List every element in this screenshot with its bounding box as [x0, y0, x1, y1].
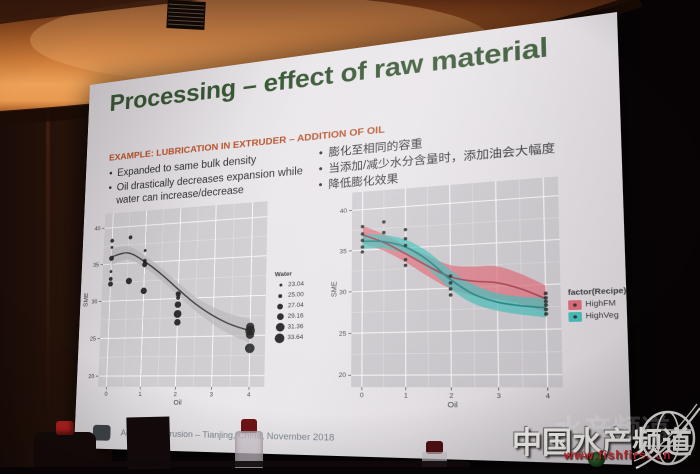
- legend-size-dot: [279, 284, 282, 287]
- svg-text:40: 40: [95, 226, 101, 233]
- svg-text:30: 30: [339, 289, 347, 297]
- svg-text:40: 40: [340, 208, 347, 216]
- svg-text:0: 0: [360, 392, 364, 400]
- vent-grille-icon: [166, 0, 205, 30]
- legend-item: HighVeg: [568, 309, 638, 323]
- svg-text:25: 25: [339, 330, 347, 338]
- line-chart-oil-sme-recipe: 20 25 30 35 40 0 1 2 3 4 Oil SME: [328, 168, 566, 416]
- legend-title: Water: [275, 270, 316, 279]
- legend-size-dot: [277, 303, 283, 309]
- table-edge-silhouette: [90, 461, 470, 467]
- svg-text:25: 25: [90, 336, 96, 343]
- svg-text:30: 30: [91, 299, 97, 306]
- projector-slide: Processing – effect of raw material EXAM…: [74, 12, 632, 465]
- svg-text:0: 0: [104, 391, 107, 398]
- legend-item: 33.64: [274, 332, 315, 343]
- svg-text:20: 20: [339, 372, 347, 380]
- silhouette-bottle-left: [34, 432, 96, 467]
- svg-text:SME: SME: [331, 281, 339, 297]
- svg-text:35: 35: [340, 248, 348, 256]
- svg-text:SME: SME: [83, 293, 90, 308]
- legend-swatch: [568, 300, 582, 310]
- svg-text:Oil: Oil: [448, 402, 458, 410]
- svg-text:20: 20: [88, 373, 94, 380]
- legend-size-dot: [278, 294, 282, 298]
- svg-text:Oil: Oil: [173, 400, 181, 407]
- svg-text:3: 3: [497, 393, 502, 401]
- svg-text:1: 1: [138, 391, 142, 398]
- svg-text:4: 4: [546, 393, 551, 401]
- bottle-cap-red: [56, 421, 74, 435]
- legend-size-dot: [276, 313, 283, 320]
- svg-text:1: 1: [404, 392, 408, 400]
- svg-text:3: 3: [210, 392, 214, 399]
- svg-text:2: 2: [449, 392, 453, 400]
- scatter-chart-oil-sme-water: 20 25 30 35 40 0 1 2 3 4 Oil SME: [77, 192, 272, 413]
- legend-title: factor(Recipe): [568, 287, 638, 297]
- legend-size-dot: [275, 333, 285, 343]
- legend-swatch: [568, 312, 582, 322]
- legend-size-dot: [275, 323, 284, 332]
- globe-icon: [634, 402, 700, 474]
- svg-text:2: 2: [173, 391, 177, 398]
- watermark: 水产频道 中国水产频道 www.fishfirst.cn: [512, 418, 692, 462]
- svg-text:4: 4: [247, 392, 251, 399]
- svg-text:35: 35: [93, 262, 99, 269]
